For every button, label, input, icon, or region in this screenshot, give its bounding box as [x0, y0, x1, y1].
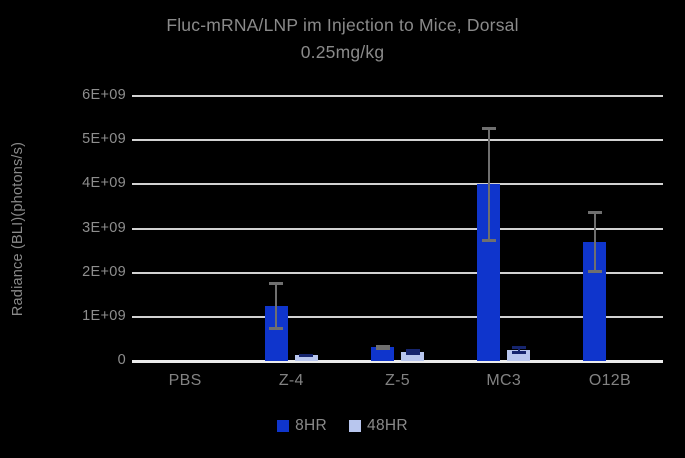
bar-slot-8hr-mc3 [477, 96, 501, 361]
bar-group-z-5 [344, 96, 450, 361]
legend-swatch-8hr [277, 420, 290, 432]
x-axis-labels: PBS Z-4 Z-5 MC3 O12B [132, 372, 663, 390]
error-cap-top-8hr-mc3 [481, 126, 496, 130]
error-cap-top-8hr-z-4 [269, 281, 284, 285]
error-bar-8hr-mc3 [487, 126, 490, 242]
error-cap-bottom-8hr-z-4 [269, 327, 284, 331]
gridline-0 [132, 359, 663, 363]
gridline-3e-09 [132, 227, 663, 230]
y-tick-label-2e-09: 2E+09 [82, 263, 126, 280]
error-cap-top-48hr-z-5 [405, 348, 420, 352]
legend-label-8hr: 8HR [295, 417, 328, 434]
error-cap-bottom-8hr-mc3 [481, 238, 496, 242]
error-bar-48hr-z-5 [411, 348, 414, 355]
error-bar-48hr-mc3 [517, 346, 520, 354]
bar-8hr-z-4 [264, 305, 288, 361]
plot-area [132, 95, 663, 363]
bar-slot-48hr-z-4 [294, 96, 318, 361]
error-cap-bottom-48hr-z-5 [405, 351, 420, 355]
x-label-pbs: PBS [168, 372, 202, 389]
y-tick-label-0: 0 [117, 352, 126, 368]
bar-group-z-4 [238, 96, 344, 361]
error-cap-top-48hr-mc3 [511, 346, 526, 350]
bar-48hr-mc3 [507, 349, 531, 361]
bar-slot-8hr-z-5 [371, 96, 394, 361]
error-cap-bottom-48hr-z-4 [299, 354, 314, 358]
legend: 8HR 48HR [0, 417, 685, 435]
error-cap-bottom-8hr-o12b [587, 269, 602, 273]
gridline-5e-09 [132, 139, 663, 142]
bar-group-pbs [132, 96, 238, 361]
x-label-o12b: O12B [588, 372, 631, 389]
bar-group-o12b [557, 96, 663, 361]
legend-label-48hr: 48HR [367, 417, 408, 434]
x-label-mc3: MC3 [486, 372, 522, 389]
bar-slot-8hr-pbs [159, 96, 182, 361]
error-cap-bottom-48hr-mc3 [511, 350, 526, 354]
chart-title: Fluc-mRNA/LNP im Injection to Mice, Dors… [0, 12, 685, 66]
chart-title-line2: 0.25mg/kg [300, 42, 385, 62]
gridline-1e-09 [132, 315, 663, 318]
bar-slot-48hr-pbs [189, 96, 212, 361]
legend-item-8hr: 8HR [277, 417, 327, 435]
bar-slot-48hr-o12b [613, 96, 636, 361]
gridline-4e-09 [132, 183, 663, 186]
bar-group-mc3 [451, 96, 557, 361]
error-bar-8hr-o12b [593, 210, 596, 273]
gridline-2e-09 [132, 271, 663, 274]
error-cap-bottom-8hr-z-5 [375, 346, 390, 350]
y-tick-label-5e-09: 5E+09 [82, 131, 126, 148]
bar-48hr-z-5 [401, 351, 424, 361]
x-label-z-5: Z-5 [385, 372, 410, 389]
bar-slot-8hr-z-4 [264, 96, 288, 361]
y-tick-label-3e-09: 3E+09 [82, 219, 126, 236]
bar-8hr-mc3 [477, 184, 501, 361]
bars-row [132, 96, 663, 361]
bar-48hr-z-4 [294, 355, 318, 361]
legend-swatch-48hr [349, 420, 362, 432]
y-tick-label-6e-09: 6E+09 [82, 87, 126, 103]
error-cap-top-8hr-o12b [587, 210, 602, 214]
error-bar-8hr-z-4 [275, 281, 278, 331]
x-label-z-4: Z-4 [278, 372, 304, 389]
gridline-6e-09 [132, 95, 663, 97]
bar-8hr-z-5 [371, 347, 394, 361]
y-tick-label-1e-09: 1E+09 [82, 307, 126, 324]
y-tick-label-4e-09: 4E+09 [82, 175, 126, 192]
chart-title-line1: Fluc-mRNA/LNP im Injection to Mice, Dors… [166, 15, 519, 35]
bar-slot-48hr-mc3 [507, 96, 531, 361]
bar-slot-8hr-o12b [583, 96, 607, 361]
legend-item-48hr: 48HR [349, 417, 408, 435]
bar-slot-48hr-z-5 [401, 96, 424, 361]
